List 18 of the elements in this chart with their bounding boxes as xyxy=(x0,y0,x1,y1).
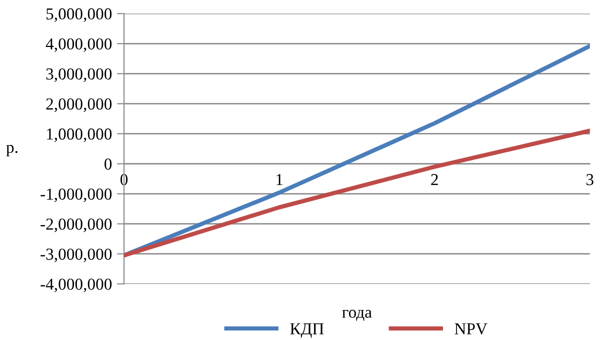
y-tick-label: 1,000,000 xyxy=(47,128,112,142)
y-tick-label: 5,000,000 xyxy=(46,8,112,22)
y-tick-label: 0 xyxy=(104,158,112,170)
y-tick-label: -1,000,000 xyxy=(40,188,112,202)
y-tick-label: 4,000,000 xyxy=(46,38,112,52)
y-tick-label: 2,000,000 xyxy=(46,98,112,112)
y-tick-label: -4,000,000 xyxy=(40,278,112,292)
x-tick-label: 3 xyxy=(586,174,594,186)
x-tick-label: 1 xyxy=(276,174,282,186)
x-axis-title: года xyxy=(342,310,372,321)
legend-label: NPV xyxy=(454,323,488,335)
y-tick-label: -3,000,000 xyxy=(40,248,112,262)
legend-label: КДП xyxy=(290,323,324,338)
y-axis-title: р. xyxy=(6,144,18,156)
y-tick-label: 3,000,000 xyxy=(46,68,112,82)
x-tick-label: 0 xyxy=(120,174,128,186)
y-tick-label: -2,000,000 xyxy=(40,218,112,232)
x-tick-label: 2 xyxy=(431,174,438,186)
